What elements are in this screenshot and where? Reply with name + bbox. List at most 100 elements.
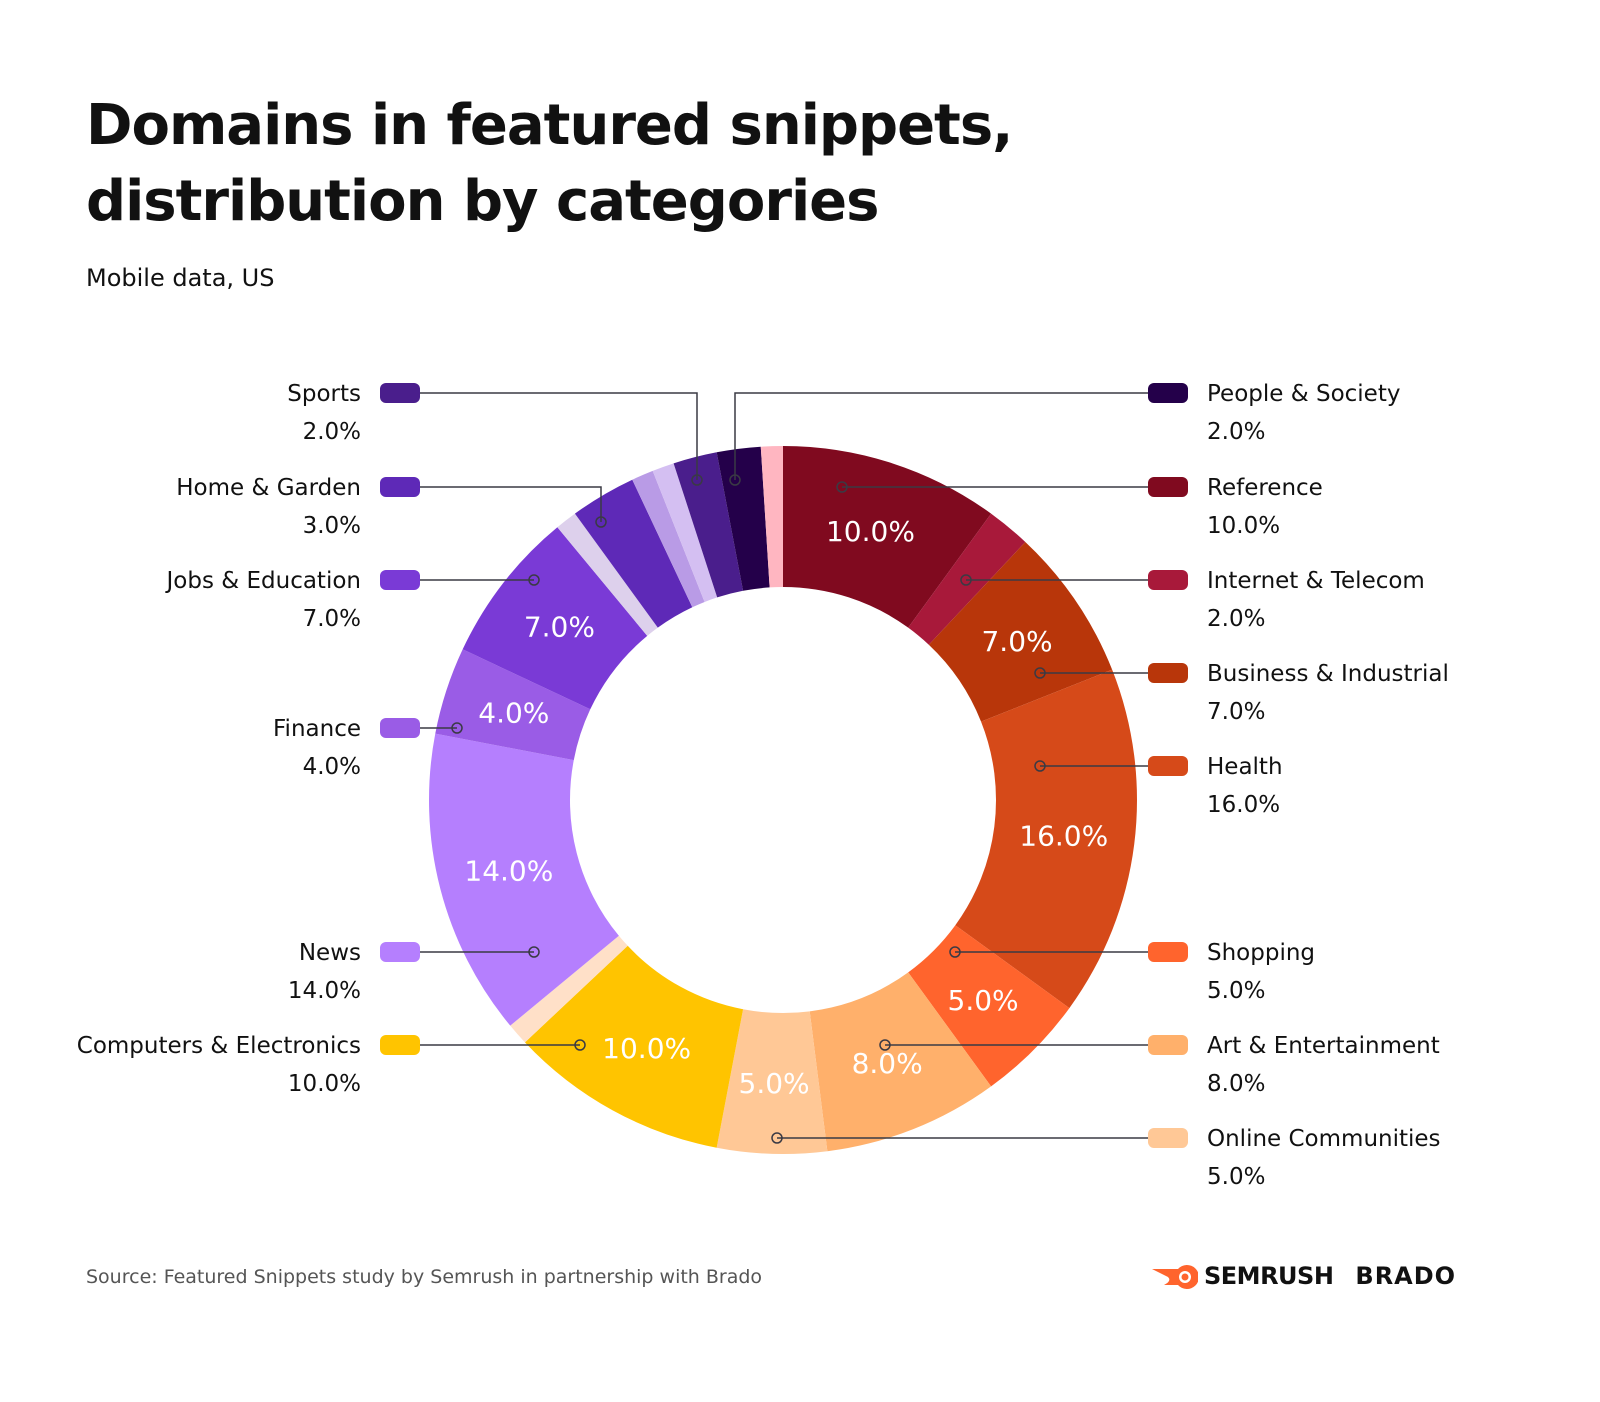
legend-swatch bbox=[380, 942, 420, 962]
slice-value-label: 4.0% bbox=[478, 697, 549, 730]
slice-unlabeled-8 bbox=[510, 935, 628, 1043]
slice-value-label: 7.0% bbox=[524, 611, 595, 644]
legend-value: 2.0% bbox=[1207, 419, 1265, 445]
legend-name: Home & Garden bbox=[176, 475, 361, 501]
legend-name: People & Society bbox=[1207, 381, 1400, 407]
slice-value-label: 5.0% bbox=[948, 984, 1019, 1017]
legend-value: 16.0% bbox=[1207, 792, 1280, 818]
legend-item: Internet & Telecom 2.0% bbox=[960, 568, 1425, 632]
chart-title: Domains in featured snippets, distributi… bbox=[86, 93, 1013, 234]
leader-dot bbox=[879, 1039, 891, 1051]
slice-shopping bbox=[908, 925, 1070, 1087]
leader-dot bbox=[1034, 667, 1046, 679]
legend-name: Health bbox=[1207, 754, 1283, 780]
slice-internet-telecom bbox=[908, 513, 1026, 645]
slice-unlabeled-14 bbox=[632, 470, 705, 608]
legend-value: 10.0% bbox=[288, 1071, 361, 1097]
legend-swatch bbox=[1148, 383, 1188, 403]
legend-value: 7.0% bbox=[303, 606, 361, 632]
legend-name: Shopping bbox=[1207, 940, 1315, 966]
slice-value-label: 10.0% bbox=[826, 515, 915, 548]
slice-people-society bbox=[716, 446, 770, 591]
semrush-flame-icon bbox=[1152, 1265, 1198, 1289]
leader-dot bbox=[960, 574, 972, 586]
legend-item: Reference 10.0% bbox=[836, 475, 1323, 539]
slice-value-label: 10.0% bbox=[602, 1032, 691, 1065]
legend-swatch bbox=[380, 1035, 420, 1055]
legend-item: Sports 2.0% bbox=[287, 381, 703, 486]
legend-item: Business & Industrial 7.0% bbox=[1034, 661, 1449, 725]
legend-name: Reference bbox=[1207, 475, 1323, 501]
legend-name: Art & Entertainment bbox=[1207, 1033, 1440, 1059]
legend-swatch bbox=[1148, 942, 1188, 962]
leader-line bbox=[420, 392, 698, 480]
legend-value: 2.0% bbox=[1207, 606, 1265, 632]
leader-dot bbox=[729, 474, 741, 486]
slice-reference bbox=[783, 446, 992, 628]
leader-line bbox=[734, 392, 1148, 480]
slice-health bbox=[955, 669, 1137, 1009]
chart-subtitle: Mobile data, US bbox=[86, 264, 275, 292]
legend-name: News bbox=[299, 940, 361, 966]
leader-dot bbox=[528, 574, 540, 586]
slice-value-label: 16.0% bbox=[1019, 819, 1108, 852]
leader-dot bbox=[949, 946, 961, 958]
legend-value: 10.0% bbox=[1207, 513, 1280, 539]
slice-value-label: 5.0% bbox=[739, 1067, 810, 1100]
legend-name: Computers & Electronics bbox=[77, 1033, 361, 1059]
legend-value: 4.0% bbox=[303, 754, 361, 780]
legend-item: Shopping 5.0% bbox=[949, 940, 1315, 1004]
slice-value-label: 7.0% bbox=[981, 625, 1052, 658]
slice-value-label: 8.0% bbox=[852, 1047, 923, 1080]
inner-labels: 10.0% 7.0% 16.0% 5.0% 8.0% 5.0% 10.0% 14.0% 4.0%… bbox=[464, 515, 1108, 1100]
legend-item: Home & Garden 3.0% bbox=[176, 475, 607, 539]
leader-dot bbox=[528, 946, 540, 958]
legend-swatch bbox=[380, 718, 420, 738]
leader-dot bbox=[451, 722, 463, 734]
legend-value: 3.0% bbox=[303, 513, 361, 539]
slice-business-industrial bbox=[928, 541, 1113, 722]
source-note: Source: Featured Snippets study by Semru… bbox=[86, 1266, 763, 1288]
legend-value: 2.0% bbox=[303, 419, 361, 445]
legend-value: 14.0% bbox=[288, 978, 361, 1004]
leader-dot bbox=[595, 516, 607, 528]
leader-dot bbox=[771, 1132, 783, 1144]
legend-swatch bbox=[1148, 477, 1188, 497]
slice-art-entertainment bbox=[809, 972, 992, 1152]
legend-item: Finance 4.0% bbox=[273, 716, 463, 780]
legend-swatch bbox=[380, 477, 420, 497]
legend-swatch bbox=[1148, 1035, 1188, 1055]
legend-item: Jobs & Education 7.0% bbox=[164, 568, 540, 632]
leader-dot bbox=[574, 1039, 586, 1051]
legend-name: Internet & Telecom bbox=[1207, 568, 1425, 594]
slice-computers-electronics bbox=[524, 945, 744, 1148]
semrush-logo: SEMRUSH bbox=[1152, 1262, 1334, 1290]
slice-jobs-education bbox=[462, 527, 648, 710]
slice-unlabeled-18 bbox=[760, 446, 783, 588]
legend-item: News 14.0% bbox=[288, 940, 540, 1004]
legend-name: Business & Industrial bbox=[1207, 661, 1449, 687]
legend-swatch bbox=[1148, 663, 1188, 683]
legend-item: Health 16.0% bbox=[1034, 754, 1283, 818]
slice-sports bbox=[673, 452, 744, 598]
semrush-wordmark: SEMRUSH bbox=[1204, 1262, 1334, 1290]
legend-value: 7.0% bbox=[1207, 699, 1265, 725]
legend-swatch bbox=[380, 383, 420, 403]
legend-value: 5.0% bbox=[1207, 978, 1265, 1004]
legend-name: Jobs & Education bbox=[164, 568, 361, 594]
slice-finance bbox=[435, 649, 591, 761]
legend-name: Online Communities bbox=[1207, 1126, 1441, 1152]
legend-item: Art & Entertainment 8.0% bbox=[879, 1033, 1440, 1097]
leader-dot bbox=[691, 474, 703, 486]
slice-unlabeled-15 bbox=[652, 463, 718, 602]
legend-swatch bbox=[1148, 756, 1188, 776]
legend-value: 5.0% bbox=[1207, 1164, 1265, 1190]
legend-item: Online Communities 5.0% bbox=[771, 1126, 1441, 1190]
legend-name: Sports bbox=[287, 381, 361, 407]
slice-home-garden bbox=[574, 479, 693, 628]
legend-item: People & Society 2.0% bbox=[729, 381, 1400, 486]
legend-swatch bbox=[1148, 1128, 1188, 1148]
leader-line bbox=[420, 486, 602, 522]
